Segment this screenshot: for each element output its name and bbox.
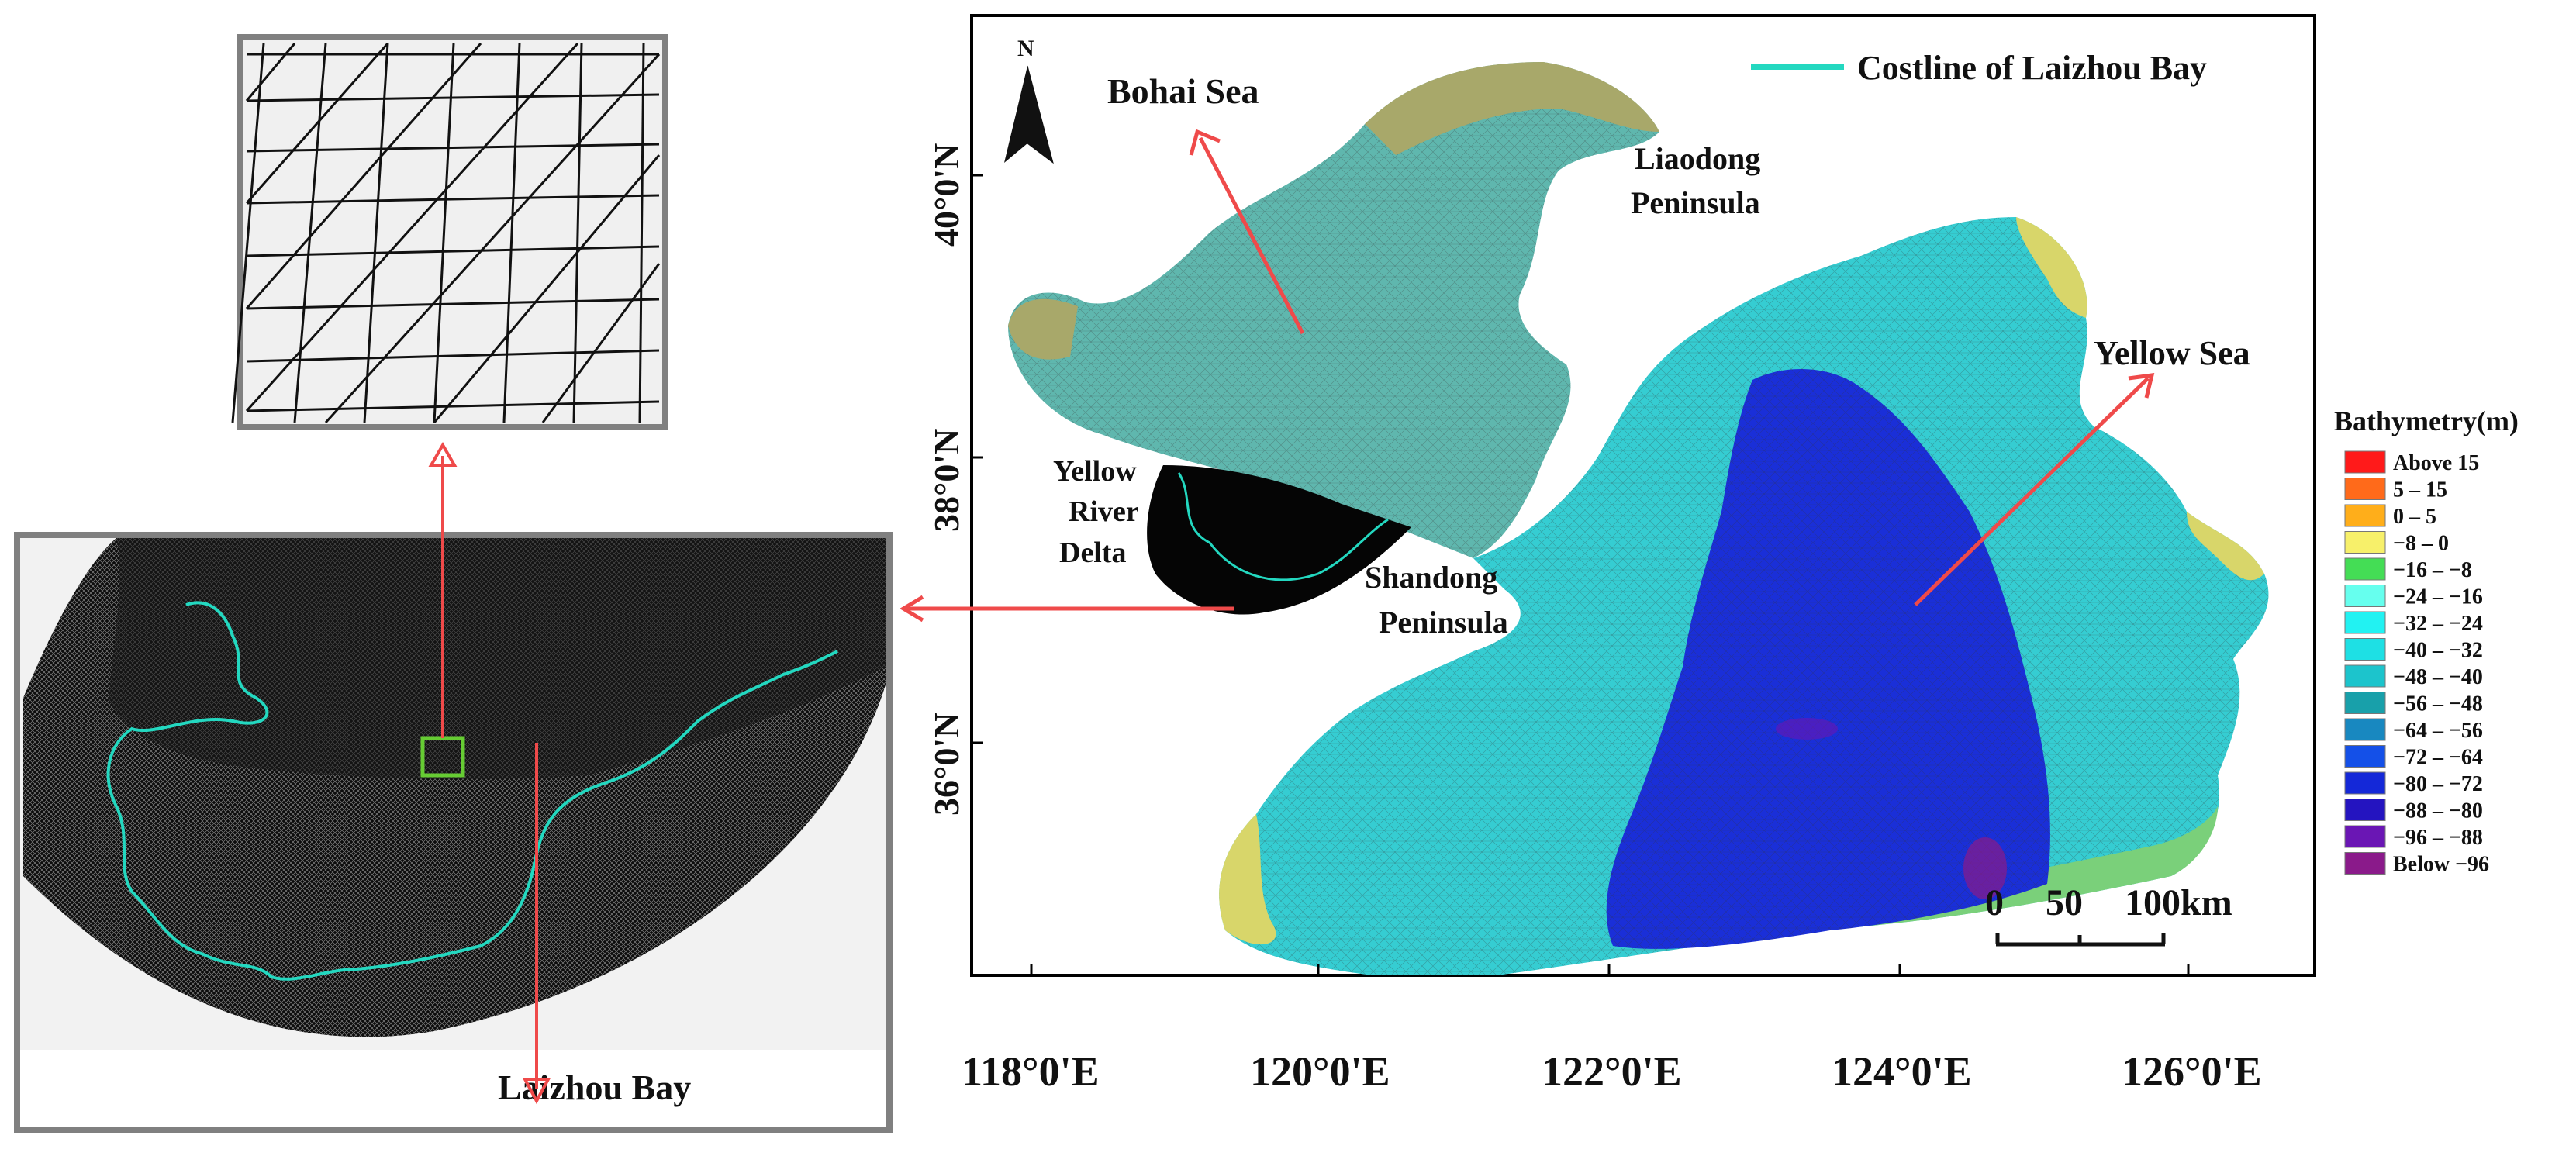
legend-swatch-0 — [2344, 450, 2386, 474]
legend-swatch-15 — [2344, 852, 2386, 875]
bathymetry-legend-title: Bathymetry(m) — [2334, 405, 2519, 436]
triangular-mesh — [231, 42, 661, 424]
bathymetry-legend: Bathymetry(m) Above 155 – 150 – 5−8 – 0−… — [2334, 405, 2519, 877]
legend-label-15: Below −96 — [2393, 853, 2489, 877]
lat-tick-40: 40°0'N — [927, 143, 966, 247]
shandong-label-line2: Peninsula — [1379, 605, 1508, 640]
legend-label-0: Above 15 — [2393, 451, 2479, 475]
legend-label-4: −16 – −8 — [2393, 558, 2472, 582]
latitude-axis: 40°0'N 38°0'N 36°0'N — [927, 143, 983, 816]
scale-label-50: 50 — [2046, 882, 2083, 923]
yellow-sea-label: Yellow Sea — [2094, 334, 2250, 372]
lon-tick-118: 118°0'E — [962, 1048, 1100, 1095]
liaodong-label-line1: Liaodong — [1635, 141, 1760, 176]
liaodong-label-line2: Peninsula — [1631, 185, 1760, 220]
laizhou-mesh-region — [1147, 465, 1411, 615]
legend-label-13: −88 – −80 — [2393, 799, 2483, 823]
legend-swatch-11 — [2344, 745, 2386, 768]
legend-label-1: 5 – 15 — [2393, 478, 2447, 502]
lon-tick-126: 126°0'E — [2122, 1048, 2262, 1095]
bathymetry-map — [1008, 62, 2269, 975]
lat-tick-38: 38°0'N — [927, 429, 966, 532]
lat-tick-36: 36°0'N — [927, 713, 966, 816]
coastline-legend-label: Costline of Laizhou Bay — [1857, 49, 2207, 87]
scale-label-100km: 100km — [2125, 882, 2232, 923]
yellow-river-label-line3: Delta — [1059, 537, 1127, 569]
laizhou-coastline — [106, 601, 838, 981]
legend-swatch-13 — [2344, 799, 2386, 821]
lon-tick-124: 124°0'E — [1832, 1048, 1972, 1095]
lon-tick-120: 120°0'E — [1250, 1048, 1390, 1095]
yellow-river-label-line1: Yellow — [1053, 455, 1137, 488]
legend-label-12: −80 – −72 — [2393, 772, 2483, 796]
legend-swatch-12 — [2344, 771, 2386, 795]
laizhou-bay-panel: Laizhou Bay — [14, 532, 893, 1133]
shandong-label-line1: Shandong — [1365, 560, 1497, 595]
scale-bar: 0 50 100km — [1985, 882, 2232, 947]
legend-swatch-10 — [2344, 718, 2386, 741]
legend-label-6: −32 – −24 — [2393, 612, 2483, 636]
legend-label-8: −48 – −40 — [2393, 665, 2483, 689]
coastline-legend: Costline of Laizhou Bay — [1751, 49, 2207, 87]
legend-swatch-9 — [2344, 692, 2386, 714]
place-labels: Bohai Sea Liaodong Peninsula Yellow Sea … — [1053, 71, 2250, 640]
scale-label-0: 0 — [1985, 882, 2004, 923]
legend-swatch-4 — [2344, 557, 2386, 581]
legend-label-9: −56 – −48 — [2393, 692, 2483, 716]
legend-label-11: −72 – −64 — [2393, 746, 2483, 770]
legend-swatch-8 — [2344, 664, 2386, 688]
legend-label-5: −24 – −16 — [2393, 585, 2483, 609]
legend-swatch-6 — [2344, 611, 2386, 634]
longitude-axis: 118°0'E 120°0'E 122°0'E 124°0'E 126°0'E — [962, 964, 2262, 1095]
lon-tick-122: 122°0'E — [1542, 1048, 1682, 1095]
mesh-zoom-inset — [231, 34, 668, 430]
north-arrow: N — [1004, 36, 1054, 164]
legend-label-7: −40 – −32 — [2393, 639, 2483, 663]
map-arrows — [900, 129, 2155, 623]
legend-label-3: −8 – 0 — [2393, 532, 2449, 556]
legend-swatch-3 — [2344, 531, 2386, 554]
legend-swatch-2 — [2344, 504, 2386, 527]
legend-swatch-1 — [2344, 478, 2386, 500]
left-arrows — [428, 441, 551, 1105]
legend-label-14: −96 – −88 — [2393, 826, 2483, 850]
north-label: N — [1017, 36, 1034, 61]
laizhou-bay-label: Laizhou Bay — [498, 1068, 691, 1107]
legend-label-2: 0 – 5 — [2393, 505, 2436, 529]
bohai-sea-label: Bohai Sea — [1107, 71, 1259, 111]
legend-label-10: −64 – −56 — [2393, 719, 2483, 743]
legend-swatch-14 — [2344, 825, 2386, 848]
legend-swatch-5 — [2344, 585, 2386, 607]
legend-swatch-7 — [2344, 638, 2386, 661]
yellow-river-label-line2: River — [1069, 495, 1139, 528]
